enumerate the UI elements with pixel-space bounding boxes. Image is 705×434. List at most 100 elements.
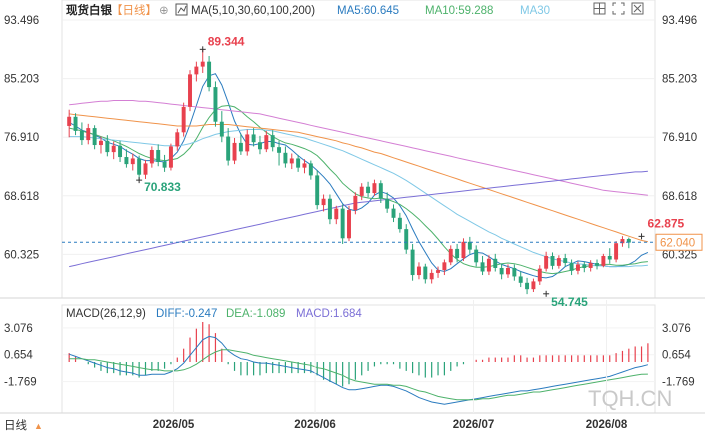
candle-down <box>410 249 415 276</box>
candle-down <box>92 128 97 146</box>
price-tick-label-right: 93.496 <box>662 15 697 27</box>
candle-up <box>448 248 453 263</box>
ma100-line <box>69 100 648 196</box>
candle-down <box>423 266 428 280</box>
date-tick-label: 2026/07 <box>453 419 495 431</box>
ma200-line <box>69 170 648 268</box>
macd-tick-label-left: 3.076 <box>4 323 33 335</box>
price-tick-label-right: 76.910 <box>662 132 697 144</box>
candle-down <box>156 149 161 162</box>
latest-high-label: 62.875 <box>648 216 685 230</box>
candle-up <box>168 146 173 168</box>
candle-up <box>149 149 154 164</box>
candle-down <box>277 147 282 153</box>
instrument-name[interactable]: 现货白银 <box>66 3 112 17</box>
candle-up <box>321 198 326 206</box>
price-tick-label-left: 93.496 <box>4 15 39 27</box>
candle-down <box>493 258 498 268</box>
candle-up <box>486 258 491 272</box>
candle-down <box>626 239 631 243</box>
low-price-label: 54.745 <box>551 295 588 309</box>
candle-up <box>334 208 339 220</box>
candle-down <box>391 208 396 218</box>
candle-up <box>99 140 103 146</box>
candle-up <box>302 163 307 168</box>
candle-down <box>467 241 472 250</box>
candle-up <box>175 132 180 147</box>
candle-up <box>506 267 510 275</box>
ma-title: MA(5,10,30,60,100,200) <box>191 5 315 17</box>
period-select-caret-icon[interactable]: ▲ <box>34 421 43 431</box>
indicator-edit-icon[interactable] <box>175 3 188 16</box>
candle-down <box>327 198 332 220</box>
candle-down <box>238 142 243 152</box>
candle-down <box>607 255 612 260</box>
candle-down <box>474 249 479 263</box>
candle-down <box>79 130 84 141</box>
candle-down <box>219 121 224 137</box>
watermark-text: TQH.CN <box>588 386 672 411</box>
current-price-label: 62.040 <box>660 237 695 249</box>
candle-down <box>480 262 485 272</box>
macd-tick-label-right: -1.769 <box>662 377 695 389</box>
candle-up <box>353 195 358 211</box>
settings-icon[interactable]: ⊕ <box>159 5 169 17</box>
candle-up <box>575 264 580 271</box>
crosshair-icon[interactable] <box>593 2 606 15</box>
candle-down <box>226 136 231 161</box>
candle-down <box>213 87 218 122</box>
macd-tick-label-right: 0.654 <box>662 350 691 362</box>
candle-up <box>111 145 116 153</box>
candle-up <box>614 243 619 260</box>
candle-down <box>582 264 587 268</box>
candle-down <box>162 161 167 168</box>
candle-down <box>251 134 256 143</box>
candle-down <box>124 157 129 165</box>
macd-hist-value: MACD:1.684 <box>296 308 362 320</box>
moving-average-lines <box>68 73 649 279</box>
macd-panel-frame <box>61 304 656 414</box>
macd-series <box>68 322 649 405</box>
candle-up <box>442 262 447 271</box>
ma5-line <box>68 73 649 279</box>
date-tick-label: 2026/06 <box>294 419 336 431</box>
close-icon[interactable] <box>631 2 644 15</box>
price-tick-label-right: 60.325 <box>662 249 697 261</box>
candle-down <box>308 163 313 176</box>
candle-up <box>544 255 549 269</box>
candle-down <box>315 175 320 206</box>
date-axis-ticks: 2026/05 2026/06 2026/07 2026/08 <box>153 300 628 431</box>
candle-down <box>137 158 142 175</box>
candle-up <box>200 61 205 67</box>
macd-diff-line <box>69 335 649 405</box>
period-label[interactable]: 【日线】 <box>111 3 157 17</box>
fullscreen-icon[interactable] <box>612 2 625 15</box>
candle-up <box>194 66 199 75</box>
macd-dea-value: DEA:-1.089 <box>226 308 285 320</box>
ma5-value: MA5:60.645 <box>337 5 399 17</box>
candle-down <box>550 255 555 266</box>
candle-down <box>105 140 110 153</box>
candle-down <box>518 276 523 283</box>
candle-down <box>73 116 78 131</box>
candle-up <box>289 158 294 164</box>
macd-grid <box>62 327 655 383</box>
period-select[interactable]: 日线 <box>4 418 27 432</box>
candle-up <box>601 255 606 266</box>
price-tick-label-left: 60.325 <box>4 249 39 261</box>
price-tick-label-left: 85.203 <box>4 74 39 86</box>
macd-tick-label-left: 0.654 <box>4 350 33 362</box>
price-tick-label-right: 85.203 <box>662 74 697 86</box>
candlestick-series <box>67 49 631 295</box>
date-tick-label: 2026/05 <box>153 419 195 431</box>
ma10-value: MA10:59.288 <box>425 5 493 17</box>
candle-down <box>397 217 402 230</box>
candle-down <box>569 263 574 271</box>
current-price-box <box>655 233 703 251</box>
candle-down <box>563 258 568 264</box>
candle-down <box>525 282 530 290</box>
price-grid <box>62 19 655 255</box>
candle-down <box>340 208 345 239</box>
macd-diff-value: DIFF:-0.247 <box>156 308 217 320</box>
